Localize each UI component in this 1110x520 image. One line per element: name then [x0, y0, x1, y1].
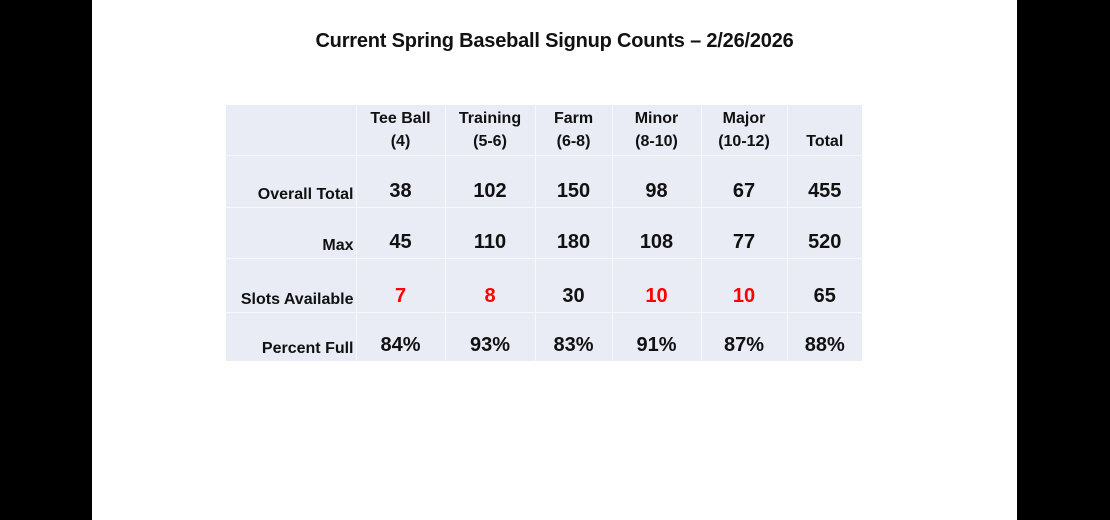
- cell-major: 10: [700, 258, 788, 313]
- cell-farm: 83%: [534, 312, 613, 361]
- cell-total: 455: [786, 155, 862, 208]
- cell-total: 65: [786, 258, 862, 313]
- row-label: Overall Total: [226, 155, 357, 208]
- row-label: Percent Full: [226, 312, 357, 361]
- header-line-2: (8-10): [635, 133, 678, 150]
- header-line-1: Training: [458, 110, 522, 127]
- cell-training: 93%: [444, 312, 536, 361]
- header-line-1: Farm: [553, 110, 594, 127]
- row-label: Slots Available: [226, 258, 357, 313]
- cell-major: 77: [700, 207, 788, 259]
- column-header-minor: Minor (8-10): [611, 105, 702, 156]
- cell-tee-ball: 7: [355, 258, 446, 313]
- page-title: Current Spring Baseball Signup Counts – …: [315, 30, 794, 52]
- cell-minor: 91%: [611, 312, 702, 361]
- column-header-training: Training (5-6): [444, 105, 536, 156]
- column-header-tee-ball: Tee Ball (4): [355, 105, 446, 156]
- cell-minor: 108: [611, 207, 702, 259]
- cell-tee-ball: 45: [355, 207, 446, 259]
- header-line-2: (5-6): [473, 133, 507, 150]
- cell-training: 110: [444, 207, 536, 259]
- header-line-2: (4): [390, 133, 411, 150]
- column-header-total: Total: [786, 105, 862, 156]
- header-line-1: Tee Ball: [370, 110, 431, 127]
- column-header-major: Major (10-12): [700, 105, 788, 156]
- cell-training: 8: [444, 258, 536, 313]
- row-label: Max: [226, 207, 357, 259]
- cell-training: 102: [444, 155, 536, 208]
- cell-farm: 150: [534, 155, 613, 208]
- cell-minor: 10: [611, 258, 702, 313]
- cell-major: 87%: [700, 312, 788, 361]
- table-row-percent-full: Percent Full 84% 93% 83% 91% 87% 88%: [226, 312, 862, 361]
- header-line-1: Minor: [634, 110, 679, 127]
- cell-tee-ball: 84%: [355, 312, 446, 361]
- header-line-2: Total: [806, 133, 844, 150]
- slide: Current Spring Baseball Signup Counts – …: [92, 0, 1017, 520]
- cell-minor: 98: [611, 155, 702, 208]
- table-row-max: Max 45 110 180 108 77 520: [226, 207, 862, 259]
- header-row: Tee Ball (4) Training (5-6) Farm (6-8) M…: [226, 105, 862, 156]
- signup-counts-table: Tee Ball (4) Training (5-6) Farm (6-8) M…: [226, 105, 862, 361]
- table-row-slots-available: Slots Available 7 8 30 10 10 65: [226, 258, 862, 313]
- cell-tee-ball: 38: [355, 155, 446, 208]
- header-corner: [226, 105, 357, 156]
- cell-farm: 30: [534, 258, 613, 313]
- header-line-2: (6-8): [556, 133, 591, 150]
- column-header-farm: Farm (6-8): [534, 105, 613, 156]
- header-line-2: (10-12): [718, 133, 770, 150]
- cell-total: 88%: [786, 312, 862, 361]
- cell-major: 67: [700, 155, 788, 208]
- header-line-1: Major: [722, 110, 766, 127]
- cell-total: 520: [786, 207, 862, 259]
- cell-farm: 180: [534, 207, 613, 259]
- table-row-overall-total: Overall Total 38 102 150 98 67 455: [226, 155, 862, 208]
